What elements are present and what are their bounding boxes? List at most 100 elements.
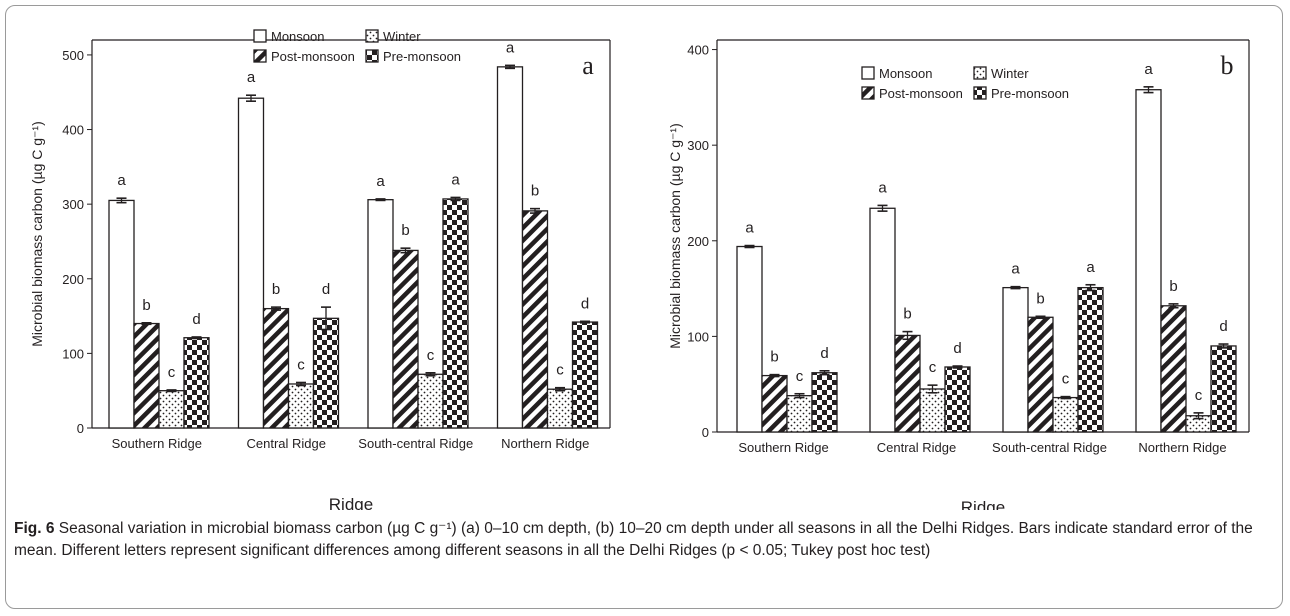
significance-letter: a bbox=[247, 69, 256, 86]
legend-swatch bbox=[365, 49, 379, 63]
legend-swatch bbox=[973, 66, 987, 80]
y-tick-label: 300 bbox=[687, 138, 709, 153]
y-tick-label: 0 bbox=[77, 421, 84, 436]
bar bbox=[367, 199, 394, 429]
chart-panel-a: 0 100 200 300 400 500 Microbial biomass carbon… bbox=[29, 29, 611, 510]
significance-letter: c bbox=[796, 368, 804, 385]
y-tick-label: 200 bbox=[687, 234, 709, 249]
bar bbox=[1210, 345, 1237, 433]
legend-swatch bbox=[365, 29, 379, 43]
bar bbox=[736, 245, 763, 433]
bar bbox=[894, 334, 921, 433]
significance-letter: b bbox=[770, 349, 778, 366]
x-axis-title: Ridge bbox=[961, 498, 1005, 510]
category-label: Northern Ridge bbox=[1138, 440, 1226, 455]
significance-letter: a bbox=[745, 220, 754, 237]
caption-text: Seasonal variation in microbial biomass … bbox=[14, 520, 1253, 559]
bar bbox=[183, 337, 210, 429]
significance-letter: b bbox=[272, 281, 280, 298]
bar bbox=[786, 395, 813, 433]
y-tick-label: 100 bbox=[62, 346, 84, 361]
legend-label: Pre-monsoon bbox=[991, 86, 1069, 101]
category-label: South-central Ridge bbox=[992, 440, 1107, 455]
category-label: Central Ridge bbox=[877, 440, 957, 455]
y-axis-title: Microbial biomass carbon (µg C g⁻¹) bbox=[29, 121, 45, 347]
bar bbox=[761, 374, 788, 433]
legend-swatch bbox=[973, 86, 987, 100]
significance-letter: c bbox=[929, 359, 937, 376]
bar bbox=[811, 372, 838, 433]
significance-letter: a bbox=[1144, 61, 1153, 78]
category-label: Central Ridge bbox=[247, 436, 327, 451]
bar bbox=[546, 388, 574, 429]
bar bbox=[237, 97, 265, 429]
legend-label: Monsoon bbox=[271, 29, 324, 44]
significance-letter: c bbox=[168, 364, 176, 381]
significance-letter: c bbox=[1062, 371, 1070, 388]
category-label: South-central Ridge bbox=[358, 436, 473, 451]
bar bbox=[442, 198, 469, 429]
significance-letter: d bbox=[953, 340, 961, 357]
bar bbox=[1002, 286, 1029, 433]
bar bbox=[287, 383, 315, 429]
significance-letter: c bbox=[427, 347, 435, 364]
bar bbox=[571, 321, 599, 429]
legend-label: Winter bbox=[383, 29, 421, 44]
panel-letter: a bbox=[582, 51, 594, 80]
significance-letter: c bbox=[1195, 387, 1203, 404]
significance-letter: a bbox=[117, 172, 126, 189]
bar bbox=[417, 373, 444, 429]
significance-letter: d bbox=[192, 311, 200, 328]
legend-label: Post-monsoon bbox=[879, 86, 963, 101]
bar bbox=[262, 307, 290, 429]
bar bbox=[392, 249, 419, 429]
legend-swatch bbox=[253, 29, 267, 43]
significance-letter: a bbox=[376, 173, 385, 190]
y-tick-label: 400 bbox=[62, 123, 84, 138]
y-tick-label: 100 bbox=[687, 329, 709, 344]
significance-letter: d bbox=[322, 281, 330, 298]
legend-swatch bbox=[861, 66, 875, 80]
significance-letter: d bbox=[581, 295, 589, 312]
significance-letter: d bbox=[820, 345, 828, 362]
bar bbox=[312, 317, 340, 429]
legend-swatch bbox=[861, 86, 875, 100]
significance-letter: b bbox=[903, 306, 911, 323]
y-tick-label: 200 bbox=[62, 272, 84, 287]
significance-letter: d bbox=[1219, 318, 1227, 335]
significance-letter: b bbox=[1169, 278, 1177, 295]
bar bbox=[133, 322, 160, 429]
bar bbox=[158, 390, 185, 429]
bar bbox=[944, 366, 971, 433]
significance-letter: a bbox=[506, 39, 515, 56]
legend-swatch bbox=[253, 49, 267, 63]
significance-letter: b bbox=[401, 222, 409, 239]
bar bbox=[1135, 89, 1162, 433]
legend-label: Monsoon bbox=[879, 66, 932, 81]
significance-letter: a bbox=[878, 179, 887, 196]
category-label: Southern Ridge bbox=[738, 440, 828, 455]
legend-label: Winter bbox=[991, 66, 1029, 81]
bar bbox=[496, 66, 524, 429]
significance-letter: b bbox=[531, 183, 539, 200]
significance-letter: b bbox=[1036, 290, 1044, 307]
y-tick-label: 400 bbox=[687, 43, 709, 58]
bar bbox=[1052, 396, 1079, 433]
chart-panel-b: 0 100 200 300 400 Microbial biomass carbon (µ… bbox=[667, 39, 1250, 510]
significance-letter: a bbox=[1011, 261, 1020, 278]
bar bbox=[1027, 316, 1054, 433]
y-axis-title: Microbial biomass carbon (µg C g⁻¹) bbox=[667, 123, 683, 349]
figure-caption: Fig. 6 Seasonal variation in microbial b… bbox=[14, 518, 1276, 562]
significance-letter: a bbox=[451, 171, 460, 188]
significance-letter: b bbox=[142, 297, 150, 314]
bar bbox=[521, 210, 549, 429]
x-axis-title: Ridge bbox=[329, 495, 373, 510]
bar bbox=[1160, 305, 1187, 433]
y-tick-label: 0 bbox=[702, 425, 709, 440]
significance-letter: a bbox=[1086, 259, 1095, 276]
bar bbox=[1077, 286, 1104, 433]
significance-letter: c bbox=[556, 362, 564, 379]
category-label: Northern Ridge bbox=[501, 436, 589, 451]
y-tick-label: 300 bbox=[62, 197, 84, 212]
bar bbox=[108, 199, 135, 429]
